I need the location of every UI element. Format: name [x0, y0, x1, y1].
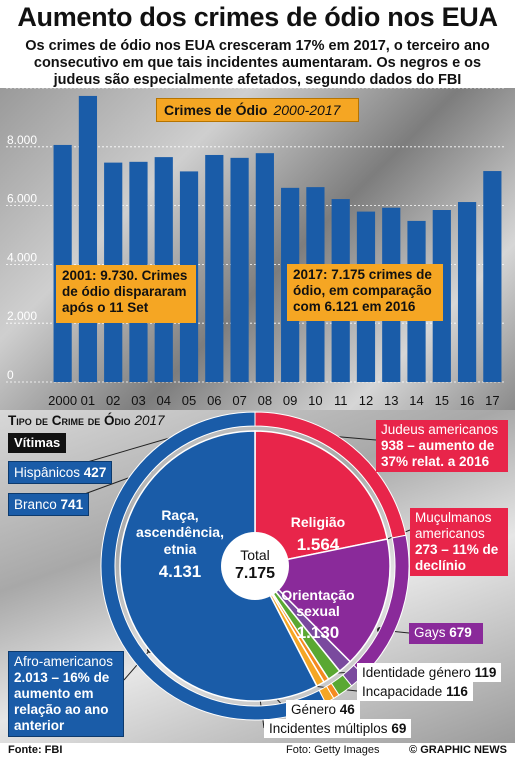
x-tick-label: 14 — [409, 393, 423, 408]
label-gen-name: Género — [291, 702, 337, 717]
label-disability: Incapacidade 116 — [357, 682, 473, 701]
bar-chart-title-text: Crimes de Ódio — [164, 102, 268, 118]
label-mus-value: 273 – 11% de declínio — [415, 542, 499, 573]
label-gen-value: 46 — [339, 702, 355, 717]
x-tick-label: 2000 — [48, 393, 77, 408]
y-tick-label: 0 — [7, 368, 14, 382]
label-white: Branco 741 — [8, 493, 90, 516]
label-multiple-incidents: Incidentes múltiplos 69 — [264, 719, 412, 738]
label-gays-value: 679 — [449, 625, 472, 640]
page-title: Aumento dos crimes de ódio nos EUA — [17, 2, 498, 32]
label-gid-value: 119 — [474, 665, 497, 680]
label-jewish-americans: Judeus americanos 938 – aumento de 37% r… — [376, 420, 508, 472]
label-gid-name: Identidade género — [362, 665, 471, 680]
slice-value-race: 4.131 — [159, 562, 202, 581]
y-tick-label: 4.000 — [7, 250, 37, 264]
label-mult-name: Incidentes múltiplos — [269, 721, 388, 736]
y-tick-label: 8.000 — [7, 133, 37, 147]
x-tick-label: 11 — [334, 393, 348, 408]
label-white-value: 741 — [60, 497, 84, 512]
pie-chart-title-text: Tipo de Crime de Ódio — [8, 413, 131, 428]
bar-07 — [230, 157, 249, 382]
pie-ring-segment — [100, 411, 327, 721]
bar-16 — [457, 202, 477, 382]
x-tick-label: 15 — [435, 393, 449, 408]
label-jew-name: Judeus americanos — [381, 422, 499, 437]
x-tick-label: 04 — [157, 393, 171, 408]
pie-chart-year: 2017 — [134, 413, 165, 428]
label-afro-name: Afro-americanos — [14, 654, 114, 669]
bar-chart-title: Crimes de Ódio 2000-2017 — [156, 98, 359, 122]
x-tick-label: 01 — [81, 393, 95, 408]
y-tick-label: 2.000 — [7, 309, 37, 323]
label-hispanics: Hispânicos 427 — [8, 461, 113, 484]
x-tick-label: 17 — [485, 393, 499, 408]
x-tick-label: 12 — [359, 393, 373, 408]
x-tick-label: 10 — [308, 393, 322, 408]
slice-label-race-line: Raça, — [161, 507, 198, 523]
x-tick-label: 02 — [106, 393, 120, 408]
label-african-americans: Afro-americanos 2.013 – 16% de aumento em… — [8, 651, 124, 737]
slice-value-orientation: 1.130 — [297, 623, 340, 642]
label-jew-value: 938 – aumento de 37% relat. a 2016 — [381, 438, 495, 469]
pie-chart-title: Tipo de Crime de Ódio 2017 — [8, 413, 165, 428]
bar-08 — [255, 153, 274, 382]
y-tick-label: 6.000 — [7, 192, 37, 206]
label-gays-name: Gays — [414, 625, 446, 640]
pie-slice — [119, 430, 318, 702]
label-dis-name: Incapacidade — [362, 684, 443, 699]
label-gender-identity: Identidade género 119 — [357, 663, 502, 682]
label-mus-name: Muçulmanos americanos — [415, 510, 492, 541]
annotation-2001: 2001: 9.730. Crimes de ódio dispararam a… — [56, 265, 196, 323]
x-tick-label: 09 — [283, 393, 297, 408]
y-tick-label: 10.000 — [7, 74, 44, 88]
x-tick-label: 03 — [131, 393, 145, 408]
label-afro-value: 2.013 – 16% de aumento em relação ao ano… — [14, 670, 110, 733]
pie-center-label: Total — [240, 547, 270, 563]
victims-label: Vítimas — [8, 433, 66, 453]
label-white-name: Branco — [14, 497, 57, 512]
page-subtitle: Os crimes de ódio nos EUA cresceram 17% … — [25, 38, 490, 88]
x-tick-label: 08 — [258, 393, 272, 408]
source-credit: Fonte: FBI — [8, 744, 63, 756]
x-tick-label: 05 — [182, 393, 196, 408]
bar-06 — [205, 154, 224, 382]
pie-slice — [254, 430, 389, 567]
x-tick-label: 06 — [207, 393, 221, 408]
bar-chart-year-range: 2000-2017 — [273, 102, 341, 118]
slice-label-race-line: etnia — [164, 541, 197, 557]
label-muslim-americans: Muçulmanos americanos 273 – 11% de declí… — [410, 508, 508, 576]
slice-label-religion: Religião — [291, 514, 345, 530]
slice-label-orientation-line: Orientação — [281, 587, 354, 603]
x-tick-label: 13 — [384, 393, 398, 408]
bar-17 — [483, 171, 502, 382]
label-gender: Género 46 — [286, 700, 360, 719]
slice-label-race-line: ascendência, — [136, 524, 224, 540]
label-dis-value: 116 — [446, 684, 468, 699]
annotation-2017: 2017: 7.175 crimes de ódio, em comparaçã… — [287, 264, 443, 321]
slice-label-orientation-line: sexual — [296, 603, 340, 619]
slice-value-religion: 1.564 — [297, 535, 340, 554]
photo-credit: Foto: Getty Images — [286, 744, 380, 756]
label-gays: Gays 679 — [409, 623, 483, 644]
pie-center-circle — [221, 532, 289, 600]
label-hispanics-name: Hispânicos — [14, 465, 81, 480]
pie-center-value: 7.175 — [235, 565, 275, 582]
label-hispanics-value: 427 — [83, 465, 107, 480]
brand-credit: © GRAPHIC NEWS — [409, 744, 507, 756]
x-tick-label: 07 — [232, 393, 246, 408]
x-tick-label: 16 — [460, 393, 474, 408]
label-mult-value: 69 — [391, 721, 407, 736]
